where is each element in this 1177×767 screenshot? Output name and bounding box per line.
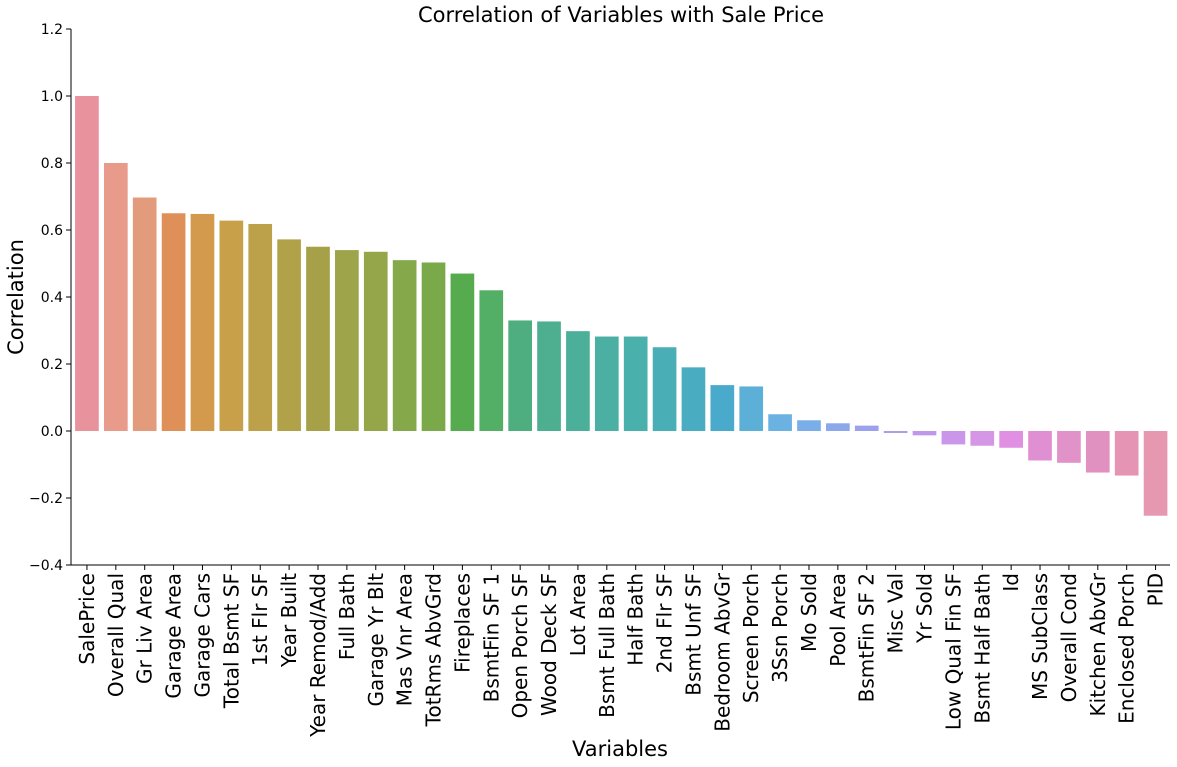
x-tick-label: Low Qual Fin SF xyxy=(941,573,965,730)
bar xyxy=(768,414,792,431)
bar xyxy=(508,320,532,431)
x-tick-label: BsmtFin SF 2 xyxy=(855,573,879,702)
bar xyxy=(1057,431,1081,463)
y-tick-label: 0.6 xyxy=(41,223,63,239)
y-tick-label: 0.4 xyxy=(41,290,63,306)
x-tick-label: Mo Sold xyxy=(797,573,821,652)
x-axis-label: Variables xyxy=(572,737,668,761)
bar xyxy=(797,420,821,431)
bar xyxy=(1114,431,1139,476)
x-tick-label: Yr Sold xyxy=(913,573,937,644)
bar xyxy=(681,367,706,431)
bar xyxy=(363,251,388,431)
x-tick-label: TotRms AbvGrd xyxy=(422,573,446,727)
x-tick-label: MS SubClass xyxy=(1028,573,1052,700)
y-tick-label: 1.0 xyxy=(41,89,63,105)
bar xyxy=(335,250,359,431)
x-tick-label: Overall Qual xyxy=(104,573,128,697)
chart-title: Correlation of Variables with Sale Price xyxy=(418,3,824,27)
x-tick-label: Total Bsmt SF xyxy=(219,573,243,709)
x-tick-label: Id xyxy=(999,573,1023,592)
x-tick-label: Garage Area xyxy=(162,573,186,699)
y-axis: −0.4 −0.2 0.0 0.2 0.4 0.6 0.8 1.0 1.2 xyxy=(29,22,71,574)
bar xyxy=(1085,431,1110,473)
x-tick-label: Open Porch SF xyxy=(508,573,532,718)
y-tick-label: 0.2 xyxy=(41,357,63,373)
bar xyxy=(103,163,128,431)
bar xyxy=(277,239,301,431)
y-tick-label: 1.2 xyxy=(41,22,63,38)
x-axis: SalePrice Overall Qual Gr Liv Area Garage A… xyxy=(75,565,1168,738)
bar xyxy=(652,347,677,431)
y-tick-label: 0.0 xyxy=(41,424,63,440)
x-tick-label: Bsmt Full Bath xyxy=(595,573,619,718)
x-tick-label: Garage Yr Blt xyxy=(364,573,388,707)
bar xyxy=(1028,431,1052,461)
bar xyxy=(161,213,186,431)
x-tick-label: 3Ssn Porch xyxy=(768,573,792,683)
bar xyxy=(999,431,1023,448)
x-tick-label: SalePrice xyxy=(75,573,99,665)
y-tick-label: −0.2 xyxy=(29,491,63,507)
bar xyxy=(219,220,244,431)
bar xyxy=(479,290,504,431)
x-tick-label: 1st Flr SF xyxy=(248,573,272,666)
bar xyxy=(421,262,446,431)
x-tick-label: Kitchen AbvGr xyxy=(1086,572,1110,716)
bar xyxy=(537,321,561,431)
y-tick-label: −0.4 xyxy=(29,558,63,574)
bar xyxy=(132,197,157,431)
x-tick-label: Bedroom AbvGr xyxy=(710,572,734,732)
y-axis-label: Correlation xyxy=(4,239,28,355)
bar xyxy=(75,96,99,431)
x-tick-label: Bsmt Half Bath xyxy=(970,573,994,724)
bars-group xyxy=(75,96,1168,516)
x-tick-label: Overall Cond xyxy=(1057,573,1081,702)
x-tick-label: BsmtFin SF 1 xyxy=(479,573,503,702)
x-tick-label: Misc Val xyxy=(884,573,908,654)
bar xyxy=(306,246,330,431)
bar xyxy=(739,386,764,431)
bar xyxy=(912,431,937,436)
bar xyxy=(450,273,475,431)
bar xyxy=(594,336,619,431)
bar xyxy=(970,431,995,446)
bar xyxy=(190,213,215,431)
x-tick-label: Year Remod/Add xyxy=(306,573,330,738)
x-tick-label: 2nd Flr SF xyxy=(653,573,677,673)
x-tick-label: Lot Area xyxy=(566,573,590,656)
x-tick-label: Pool Area xyxy=(826,573,850,667)
x-tick-label: Year Built xyxy=(277,573,301,668)
x-tick-label: Full Bath xyxy=(335,573,359,660)
bar xyxy=(566,331,590,431)
x-tick-label: Bsmt Unf SF xyxy=(681,573,705,696)
x-tick-label: Screen Porch xyxy=(739,573,763,703)
x-tick-label: Wood Deck SF xyxy=(537,573,561,716)
x-tick-label: Half Bath xyxy=(624,573,648,666)
bar xyxy=(1143,431,1168,516)
bar xyxy=(854,425,879,431)
x-tick-label: Mas Vnr Area xyxy=(393,573,417,706)
bar xyxy=(392,260,417,431)
x-tick-label: PID xyxy=(1144,573,1168,606)
bar xyxy=(941,431,966,445)
x-tick-label: Enclosed Porch xyxy=(1115,573,1139,724)
bar xyxy=(623,336,648,431)
bar xyxy=(883,431,908,434)
x-tick-label: Fireplaces xyxy=(450,573,474,673)
y-tick-label: 0.8 xyxy=(41,156,63,172)
x-tick-label: Gr Liv Area xyxy=(133,573,157,684)
x-tick-label: Garage Cars xyxy=(190,573,214,697)
bar xyxy=(826,423,850,431)
bar xyxy=(710,385,735,431)
bar xyxy=(248,223,273,431)
